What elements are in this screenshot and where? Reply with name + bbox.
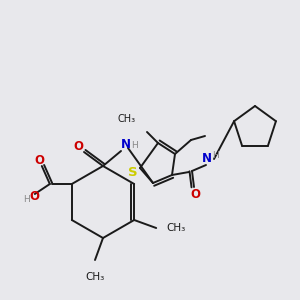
Text: O: O: [190, 188, 200, 200]
Text: CH₃: CH₃: [118, 114, 136, 124]
Text: O: O: [35, 154, 45, 167]
Text: S: S: [128, 166, 138, 178]
Text: CH₃: CH₃: [85, 272, 105, 282]
Text: H: H: [130, 140, 137, 149]
Text: O: O: [73, 140, 83, 152]
Text: H: H: [212, 152, 219, 160]
Text: O: O: [30, 190, 40, 203]
Text: H: H: [23, 194, 30, 203]
Text: CH₃: CH₃: [166, 223, 185, 233]
Text: N: N: [121, 137, 131, 151]
Text: N: N: [202, 152, 212, 166]
